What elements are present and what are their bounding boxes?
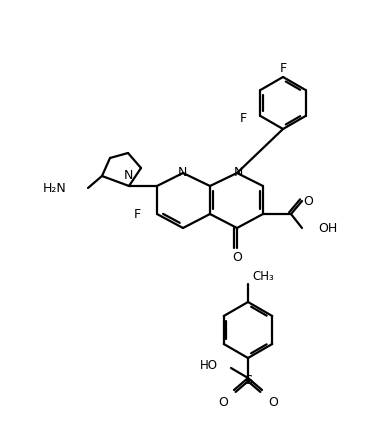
- Text: H₂N: H₂N: [42, 181, 66, 194]
- Text: CH₃: CH₃: [252, 270, 274, 283]
- Text: HO: HO: [200, 358, 218, 371]
- Text: O: O: [268, 396, 278, 409]
- Text: OH: OH: [318, 221, 337, 234]
- Text: O: O: [218, 396, 228, 409]
- Text: S: S: [244, 374, 252, 387]
- Text: O: O: [303, 194, 313, 207]
- Text: F: F: [239, 112, 247, 125]
- Text: F: F: [134, 207, 141, 220]
- Text: N: N: [233, 165, 243, 178]
- Text: O: O: [232, 250, 242, 263]
- Text: N: N: [177, 165, 187, 178]
- Text: F: F: [279, 61, 286, 74]
- Text: N: N: [123, 168, 133, 181]
